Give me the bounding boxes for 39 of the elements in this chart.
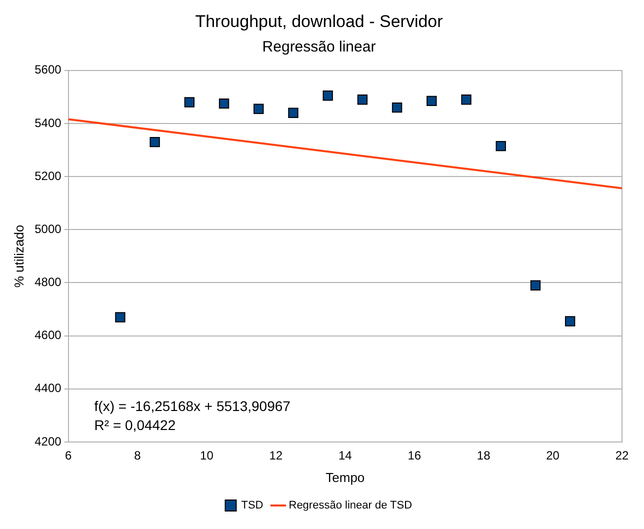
y-axis-title: % utilizado (11, 224, 26, 288)
point (564, 316, 576, 326)
point (254, 104, 264, 114)
point (496, 140, 506, 152)
point (530, 280, 541, 290)
x-tick-label: 16 (408, 448, 422, 463)
x-tick-label: 20 (546, 448, 560, 463)
annotation: f(x) = -16,25168x + 5513,90967 (94, 398, 291, 414)
legend-label: TSD (241, 500, 264, 512)
x-axis-title: Tempo (326, 470, 365, 485)
x-tick-label: 10 (200, 448, 214, 463)
x-tick-label: 6 (64, 448, 72, 463)
point (357, 94, 368, 105)
point (115, 312, 126, 322)
y-tick-label: 4400 (34, 381, 62, 396)
x-tick-label: 12 (269, 448, 283, 463)
x-tick-label: 22 (615, 448, 629, 463)
point (150, 136, 160, 148)
point (288, 108, 298, 118)
x-tick-label: 14 (338, 448, 352, 463)
x-tick-label: 18 (476, 448, 491, 463)
y-tick-label: 4200 (34, 434, 62, 448)
point (392, 102, 402, 113)
y-tick-label: 5000 (34, 222, 62, 236)
y-tick-label: 5600 (34, 62, 62, 77)
legend-label: Regressão linear de TSD (288, 500, 412, 512)
point (322, 90, 333, 101)
y-tick-label: 4600 (34, 328, 62, 342)
chart-title: Throughput, download - Servidor (195, 12, 444, 31)
y-tick-label: 5200 (34, 168, 62, 183)
point (426, 96, 437, 106)
point (184, 97, 195, 108)
y-tick-label: 4800 (34, 275, 62, 290)
annotation: R² = 0,04422 (94, 417, 176, 433)
chart-subtitle: Regressão linear (262, 38, 376, 56)
x-tick-label: 8 (134, 448, 142, 463)
y-tick-label: 5400 (34, 116, 62, 130)
point (461, 94, 472, 105)
point (218, 98, 230, 109)
